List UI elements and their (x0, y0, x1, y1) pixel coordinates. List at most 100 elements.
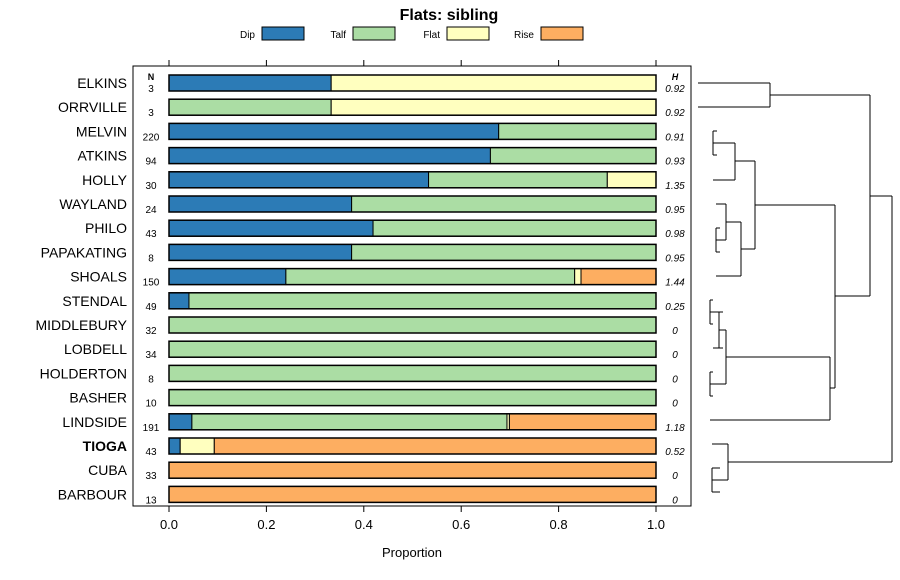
legend-label: Flat (423, 30, 440, 41)
bar-segment-dip (168, 413, 193, 431)
row-n-value: 220 (143, 132, 160, 143)
top-axis-ticks (168, 60, 657, 66)
row-tioga: TIOGA 43 0.52 (83, 437, 685, 458)
row-n-value: 13 (145, 495, 157, 506)
x-axis: 0.0 0.2 0.4 0.6 0.8 1.0 (160, 506, 665, 532)
bar-segment-talf (191, 413, 508, 431)
dendrogram (698, 82, 893, 493)
row-label: ELKINS (77, 75, 127, 91)
legend-item-talf: Talf (330, 26, 396, 41)
dendrogram-branch (698, 82, 771, 108)
row-n-value: 191 (143, 423, 160, 434)
row-label: ATKINS (77, 148, 127, 164)
bar-outline (168, 364, 657, 383)
row-n-value: 150 (143, 278, 160, 289)
bar-segment-talf (428, 171, 608, 189)
bar-segment-flat (574, 268, 582, 286)
row-h-value: 0.92 (665, 108, 685, 119)
legend-item-dip: Dip (240, 26, 305, 41)
bar-outline (168, 388, 657, 407)
row-h-value: 0.95 (665, 205, 685, 216)
bar-segment-talf (168, 316, 657, 334)
dendrogram-branch (712, 130, 736, 181)
x-tick-label: 0.4 (355, 517, 373, 532)
plot-frame (132, 65, 692, 507)
legend-swatch (352, 26, 396, 41)
row-h-value: 0 (672, 326, 678, 337)
row-h-value: 0.93 (665, 157, 685, 168)
bar-outline (168, 122, 657, 141)
bar-segment-dip (168, 437, 181, 455)
bar-outline (168, 219, 657, 237)
legend: Dip Talf Flat Rise (240, 26, 584, 41)
legend-label: Rise (514, 30, 534, 41)
row-melvin: MELVIN 220 0.91 (76, 122, 685, 143)
row-h-value: 1.44 (665, 278, 685, 289)
x-tick-label: 0.0 (160, 517, 178, 532)
bar-segment-dip (168, 74, 332, 92)
row-holly: HOLLY 30 1.35 (82, 171, 685, 192)
bar-segment-rise (580, 268, 657, 286)
row-label: PAPAKATING (41, 244, 127, 260)
bar-segment-talf (372, 219, 657, 237)
bar-segment-rise (168, 485, 657, 503)
dendrogram-branch (711, 195, 893, 493)
x-tick-label: 0.6 (452, 517, 470, 532)
x-axis-title: Proportion (382, 545, 442, 560)
row-h-value: 0 (672, 399, 678, 410)
bar-segment-talf (489, 147, 657, 165)
dendrogram-branch (735, 160, 756, 250)
row-n-value: 8 (148, 374, 154, 385)
bar-segment-talf (351, 243, 657, 261)
row-middlebury: MIDDLEBURY 32 0 (35, 316, 678, 337)
bar-segment-dip (168, 171, 430, 189)
row-h-value: 0 (672, 350, 678, 361)
bar-outline (168, 195, 657, 213)
bar-segment-flat (330, 74, 657, 92)
row-cuba: CUBA 33 0 (88, 461, 678, 482)
chart-title: Flats: sibling (400, 7, 499, 24)
row-atkins: ATKINS 94 0.93 (77, 146, 685, 168)
legend-label: Dip (240, 30, 255, 41)
bar-segment-dip (168, 268, 287, 286)
bar-segment-talf (188, 292, 657, 310)
row-h-value: 1.18 (665, 423, 685, 434)
row-philo: PHILO 43 0.98 (85, 219, 685, 240)
n-column-header: N (148, 72, 155, 82)
legend-item-rise: Rise (514, 26, 584, 41)
bar-outline (168, 340, 657, 358)
bar-segment-rise (168, 461, 657, 479)
row-label: HOLDERTON (40, 365, 127, 381)
bar-segment-dip (168, 122, 500, 140)
bar-segment-flat (179, 437, 215, 455)
row-label: BASHER (69, 390, 127, 406)
dendrogram-branch (755, 204, 836, 389)
row-h-value: 1.35 (665, 181, 685, 192)
row-elkins: ELKINS 3 0.92 (77, 74, 685, 95)
bar-segment-rise (213, 437, 657, 455)
h-column-header: H (672, 72, 679, 82)
dendrogram-branch (770, 94, 871, 297)
row-label: PHILO (85, 220, 127, 236)
row-shoals: SHOALS 150 1.44 (70, 267, 685, 289)
row-orrville: ORRVILLE 3 0.92 (58, 98, 685, 119)
row-n-value: 43 (145, 229, 157, 240)
bar-outline (168, 461, 657, 479)
bar-segment-dip (168, 195, 353, 213)
row-label: ORRVILLE (58, 99, 127, 115)
row-n-value: 3 (148, 108, 154, 119)
bar-segment-dip (168, 147, 491, 165)
row-n-value: 30 (145, 181, 157, 192)
bar-segment-talf (498, 122, 657, 140)
row-n-value: 94 (145, 157, 157, 168)
bar-outline (168, 74, 657, 92)
dendrogram-branch (709, 299, 723, 397)
row-label: CUBA (88, 462, 128, 478)
row-label: SHOALS (70, 269, 127, 285)
row-n-value: 43 (145, 447, 157, 458)
row-label: WAYLAND (59, 196, 127, 212)
bar-segment-talf (168, 340, 657, 358)
row-n-value: 10 (145, 399, 157, 410)
bar-outline (168, 485, 657, 504)
row-label: BARBOUR (58, 486, 127, 502)
